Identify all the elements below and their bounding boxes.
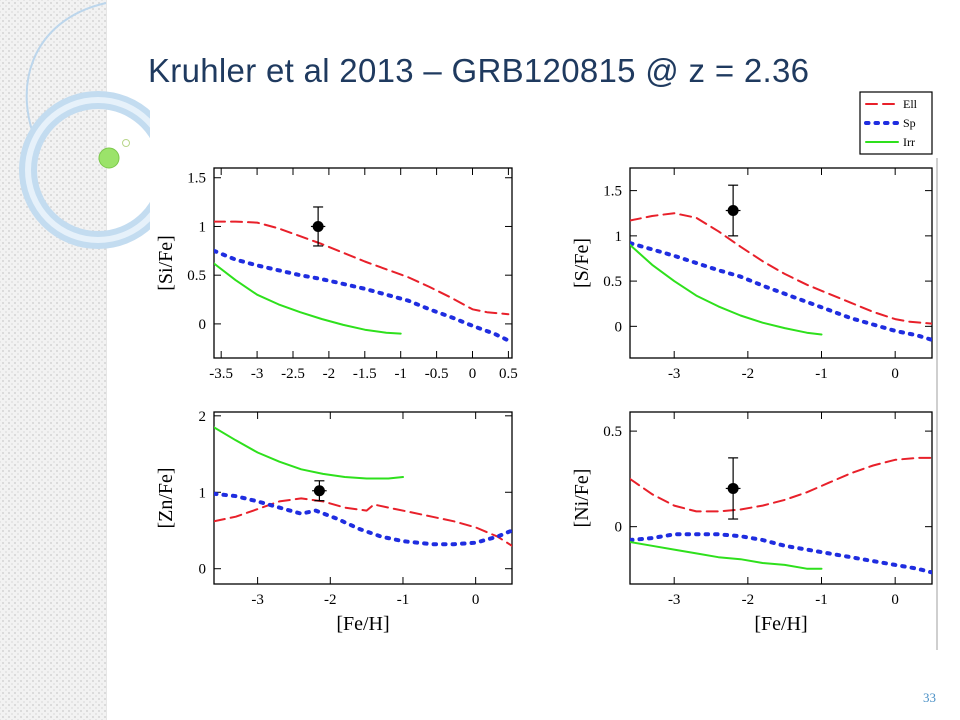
plot-frame (213, 411, 513, 585)
page-number: 33 (923, 690, 936, 705)
x-tick-label: -0.5 (425, 366, 449, 382)
series-line-ell (630, 456, 932, 513)
data-point (727, 482, 739, 494)
series-group (214, 220, 511, 343)
series-group (630, 212, 932, 342)
y-tick-label: 1 (615, 229, 623, 245)
figure-background (150, 88, 940, 658)
y-tick-label: 1.5 (187, 171, 206, 187)
legend-label-sp: Sp (903, 116, 916, 130)
slide-title: Kruhler et al 2013 – GRB120815 @ z = 2.3… (148, 52, 810, 89)
series-line-ell (214, 220, 510, 316)
series-line-irr (214, 426, 404, 480)
x-tick-label: -3 (251, 366, 264, 382)
y-tick-label: 1.5 (603, 184, 622, 200)
legend-label-ell: Ell (903, 97, 918, 111)
decorative-ring-inner (25, 97, 171, 243)
x-tick-label: 0 (891, 592, 899, 608)
series-line-sp (630, 532, 932, 575)
y-axis-label: [Si/Fe] (155, 235, 177, 291)
panel-sife: -3.5 -3 -2.5 -2 -1.5 -1 -0.5 0 0.5 0 0.5 1 1.5 [Si/Fe… (155, 167, 518, 382)
y-axis-label: [Ni/Fe] (571, 469, 593, 528)
panel-znfe: -3 -2 -1 0 0 1 2 [Zn/Fe] [Fe/H] (155, 409, 513, 635)
x-tick-label: -2 (742, 366, 755, 382)
x-axis-label: [Fe/H] (336, 613, 389, 635)
data-point (727, 205, 739, 217)
y-tick-label: 2 (199, 409, 207, 425)
legend: Ell Sp Irr (859, 91, 933, 155)
x-tick-label: -1 (397, 592, 410, 608)
x-tick-label: -1.5 (353, 366, 377, 382)
y-tick-label: 0.5 (187, 268, 206, 284)
x-tick-label: -3.5 (209, 366, 233, 382)
y-axis-label: [Zn/Fe] (155, 467, 177, 528)
y-axis-label: [S/Fe] (571, 238, 593, 288)
abundance-figure: Ell Sp Irr -3.5 -3 -2.5 -2 -1.5 -1 -0.5 0 0.5 0 0.5 1… (150, 88, 940, 658)
panel-sfe: -3 -2 -1 0 0 0.5 1 1.5 [S/Fe] (571, 167, 933, 382)
data-point (312, 220, 324, 232)
series-line-irr (630, 541, 823, 570)
series-line-sp (630, 241, 932, 342)
series-line-irr (630, 243, 823, 336)
y-tick-label: 0 (199, 317, 207, 333)
x-tick-label: 0 (891, 366, 899, 382)
legend-label-irr: Irr (903, 135, 915, 149)
y-tick-label: 0 (615, 520, 623, 536)
x-tick-label: -2 (324, 592, 337, 608)
x-tick-label: -2 (742, 592, 755, 608)
y-tick-label: 1 (199, 485, 207, 501)
chart-panels: -3.5 -3 -2.5 -2 -1.5 -1 -0.5 0 0.5 0 0.5 1 1.5 [Si/Fe… (155, 167, 933, 635)
decorative-small-dot (122, 139, 130, 147)
x-tick-label: -2.5 (281, 366, 305, 382)
panel-nife: -3 -2 -1 0 0 0.5 [Ni/Fe] [Fe/H] (571, 411, 933, 635)
x-tick-label: -2 (323, 366, 336, 382)
x-tick-label: 0 (472, 592, 480, 608)
x-tick-label: -3 (668, 592, 681, 608)
series-line-sp (214, 491, 512, 547)
series-group (214, 426, 512, 547)
x-tick-label: 0 (469, 366, 477, 382)
x-tick-label: -1 (815, 366, 828, 382)
x-tick-label: -1 (394, 366, 407, 382)
x-axis-label: [Fe/H] (754, 613, 807, 635)
plot-frame (629, 411, 933, 585)
y-tick-label: 0.5 (603, 274, 622, 290)
x-tick-label: 0.5 (499, 366, 518, 382)
y-tick-label: 1 (199, 219, 207, 235)
series-line-sp (214, 248, 511, 343)
plot-frame (629, 167, 933, 359)
decorative-green-dot (98, 147, 120, 169)
data-point (313, 485, 325, 497)
x-tick-label: -1 (815, 592, 828, 608)
x-tick-label: -3 (251, 592, 263, 608)
y-tick-label: 0 (199, 562, 207, 578)
series-group (630, 456, 932, 575)
x-tick-label: -3 (668, 366, 681, 382)
y-tick-label: 0.5 (603, 424, 622, 440)
y-tick-label: 0 (615, 319, 623, 335)
series-line-irr (214, 262, 402, 335)
series-line-ell (630, 212, 932, 325)
